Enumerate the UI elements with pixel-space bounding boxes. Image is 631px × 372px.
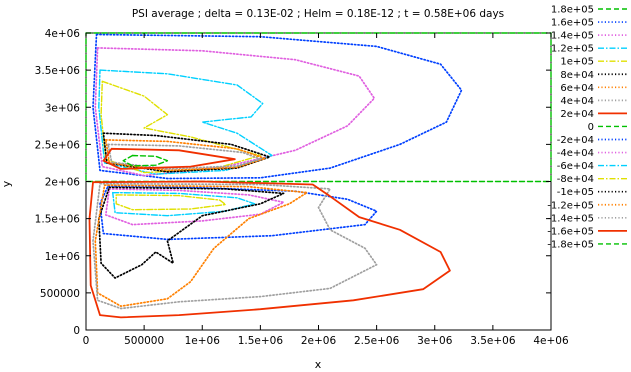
- contour-line-9: [122, 154, 169, 167]
- legend: 1.8e+05 1.6e+05 1.4e+05 1.2e+05 1e+05 8e+04 6e…: [547, 5, 627, 250]
- y-tick-label: 1.5e+06: [35, 214, 81, 226]
- legend-label: 1.2e+05: [551, 44, 594, 55]
- legend-label: 1.4e+05: [551, 31, 594, 42]
- y-tick-label: 2.5e+06: [35, 139, 81, 151]
- legend-label: -1.2e+05: [547, 200, 594, 211]
- x-tick-label: 4e+06: [533, 335, 569, 347]
- legend-label: 8e+04: [560, 70, 594, 81]
- x-tick-label: 0: [83, 335, 90, 347]
- contour-line-16: [92, 182, 378, 310]
- legend-label: -6e+04: [557, 161, 594, 172]
- legend-label: 2e+04: [560, 109, 594, 120]
- legend-label: -2e+04: [557, 135, 594, 146]
- legend-label: -1.6e+05: [547, 226, 594, 237]
- contour-line-3: [98, 69, 273, 175]
- contour-line-14: [97, 186, 285, 279]
- y-tick-label: 500000: [40, 288, 80, 300]
- contour-line-13: [115, 194, 227, 211]
- contour-line-17: [88, 180, 451, 319]
- y-axis: 0 500000 1e+06 1.5e+06 2e+06 2.5e+06 3e+06 3.5e…: [35, 28, 551, 337]
- x-tick-label: 1.5e+06: [238, 335, 284, 347]
- y-tick-label: 3.5e+06: [35, 65, 81, 77]
- legend-label: -4e+04: [557, 148, 594, 159]
- contour-line-10: [99, 185, 378, 241]
- y-axis-label: y: [0, 180, 13, 187]
- y-tick-label: 3e+06: [45, 102, 81, 114]
- legend-label: -1.4e+05: [547, 213, 594, 224]
- contour-line-6: [104, 139, 266, 172]
- x-tick-label: 2e+06: [301, 335, 337, 347]
- contour-line-8: [102, 147, 236, 170]
- contour-line-7: [107, 143, 262, 170]
- y-tick-label: 4e+06: [45, 28, 81, 40]
- legend-label: 6e+04: [560, 83, 594, 94]
- x-tick-label: 3.5e+06: [470, 335, 516, 347]
- contour-line-1: [92, 33, 463, 180]
- y-tick-label: 2e+06: [45, 177, 81, 189]
- legend-label: -8e+04: [557, 174, 594, 185]
- x-axis: 0 500000 1e+06 1.5e+06 2e+06 2.5e+06 3e+06 3.5e…: [83, 33, 569, 347]
- legend-label: 4e+04: [560, 96, 594, 107]
- x-tick-label: 3e+06: [417, 335, 453, 347]
- x-tick-label: 2.5e+06: [354, 335, 400, 347]
- plot-area: [85, 32, 552, 331]
- y-tick-label: 0: [73, 325, 80, 337]
- legend-label: 0: [588, 122, 594, 133]
- legend-label: 1e+05: [560, 57, 594, 68]
- y-tick-label: 1e+06: [45, 251, 81, 263]
- legend-label: -1.8e+05: [547, 239, 594, 250]
- legend-label: 1.6e+05: [551, 18, 594, 29]
- contour-line-0: [85, 32, 552, 183]
- legend-label: -1e+05: [557, 187, 594, 198]
- chart-title: PSI average ; delta = 0.13E-02 ; Helm = …: [132, 8, 504, 20]
- contour-line-15: [94, 184, 308, 308]
- x-tick-label: 1e+06: [185, 335, 221, 347]
- x-axis-label: x: [315, 358, 322, 371]
- x-tick-label: 500000: [124, 335, 164, 347]
- contour-line-2: [94, 47, 376, 177]
- legend-label: 1.8e+05: [551, 5, 594, 16]
